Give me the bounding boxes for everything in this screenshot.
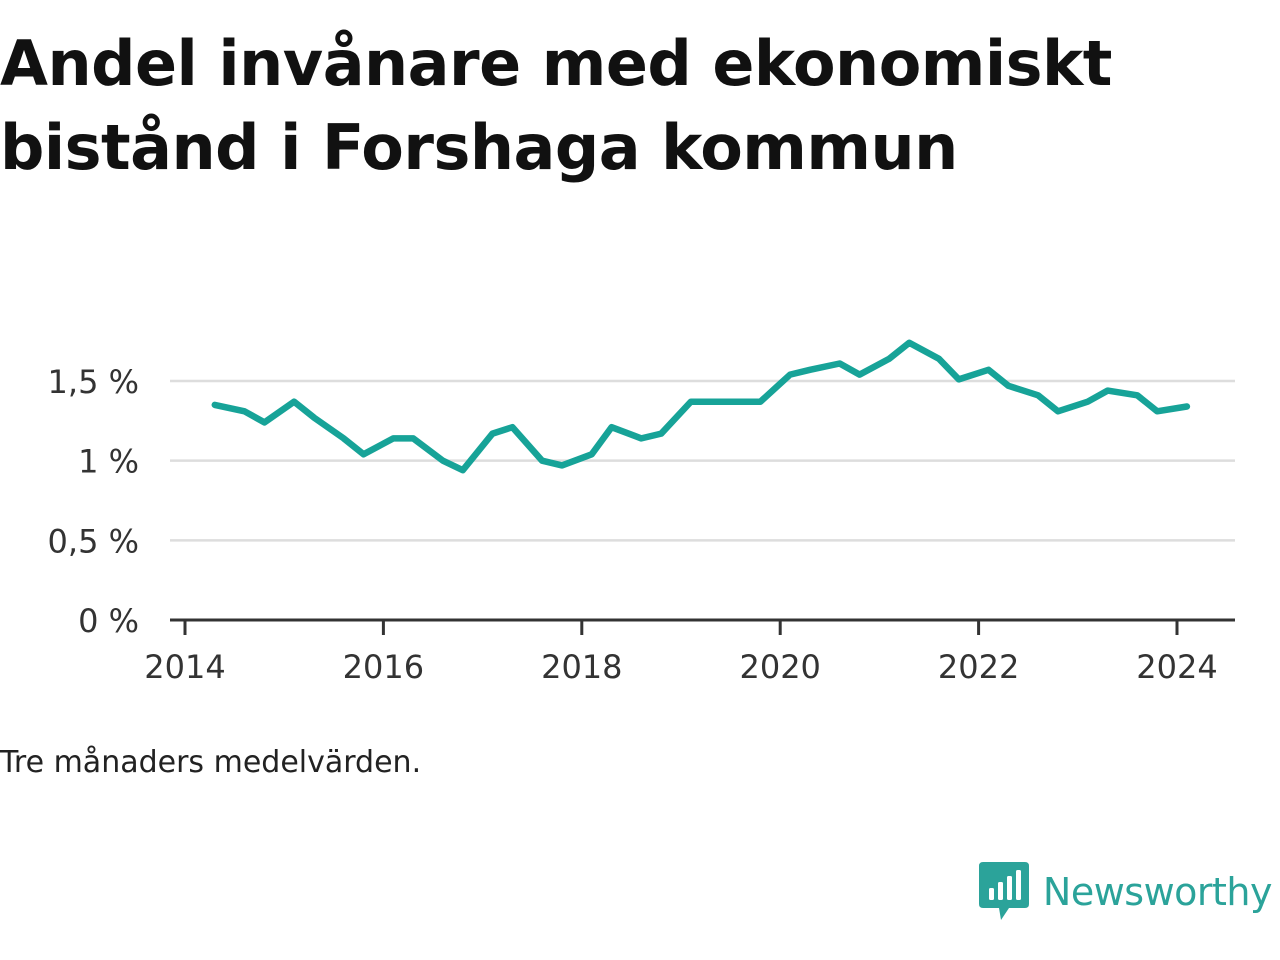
data-point: [460, 467, 466, 473]
data-point: [658, 431, 664, 437]
grid-lines: [170, 379, 1235, 542]
data-point: [1085, 399, 1091, 405]
y-axis-labels: 0 % 0,5 % 1 % 1,5 %: [48, 363, 139, 640]
data-point: [609, 424, 615, 430]
x-tick-label: 2018: [541, 648, 622, 686]
x-tick-label: 2022: [938, 648, 1019, 686]
data-point: [1105, 388, 1111, 394]
data-point: [708, 399, 714, 405]
chart-title: Andel invånare med ekonomiskt bistånd i …: [0, 22, 1200, 190]
data-point: [757, 399, 763, 405]
data-point: [956, 376, 962, 382]
data-point: [936, 356, 942, 362]
line-chart: 2014 2016 2018 2020 2022 2024 0 % 0,5 % 1 % 1,5 …: [48, 339, 1235, 686]
data-point: [390, 435, 396, 441]
data-point: [242, 408, 248, 414]
data-point: [212, 402, 218, 408]
series-line: [211, 339, 1191, 474]
footnote: Tre månaders medelvärden.: [0, 745, 422, 780]
data-point: [738, 399, 744, 405]
data-point: [787, 372, 793, 378]
brand-logo[interactable]: Newsworthy: [978, 862, 1273, 922]
data-point: [539, 458, 545, 464]
x-tick-label: 2024: [1136, 648, 1217, 686]
data-point: [509, 424, 515, 430]
x-axis: 2014 2016 2018 2020 2022 2024: [144, 618, 1235, 686]
data-point: [837, 360, 843, 366]
data-point: [857, 372, 863, 378]
data-point: [1134, 392, 1140, 398]
y-tick-label: 1,5 %: [48, 363, 139, 401]
y-tick-label: 0,5 %: [48, 522, 139, 560]
x-tick-label: 2020: [739, 648, 820, 686]
y-tick-label: 1 %: [78, 443, 139, 481]
data-point: [559, 462, 565, 468]
bar-chart-speech-bubble-icon: [978, 862, 1029, 920]
brand-name: Newsworthy: [1042, 870, 1273, 914]
data-point: [490, 431, 496, 437]
data-point: [1055, 408, 1061, 414]
data-point: [341, 435, 347, 441]
data-point: [440, 458, 446, 464]
y-tick-label: 0 %: [78, 602, 139, 640]
series-layer: [211, 339, 1191, 474]
data-point: [1154, 408, 1160, 414]
data-point: [361, 451, 367, 457]
data-point: [886, 356, 892, 362]
data-point: [906, 340, 912, 346]
data-point: [1184, 403, 1190, 409]
data-point: [311, 415, 317, 421]
data-point: [1005, 383, 1011, 389]
chart-title-line-2: bistånd i Forshaga kommun: [0, 111, 958, 184]
data-point: [261, 419, 267, 425]
data-point: [638, 435, 644, 441]
data-point: [986, 367, 992, 373]
chart-title-line-1: Andel invånare med ekonomiskt: [0, 27, 1112, 100]
data-point: [291, 399, 297, 405]
x-tick-label: 2014: [144, 648, 225, 686]
data-point: [688, 399, 694, 405]
data-point: [410, 435, 416, 441]
data-point: [807, 367, 813, 373]
data-point: [1035, 392, 1041, 398]
data-point: [589, 451, 595, 457]
x-tick-label: 2016: [343, 648, 424, 686]
